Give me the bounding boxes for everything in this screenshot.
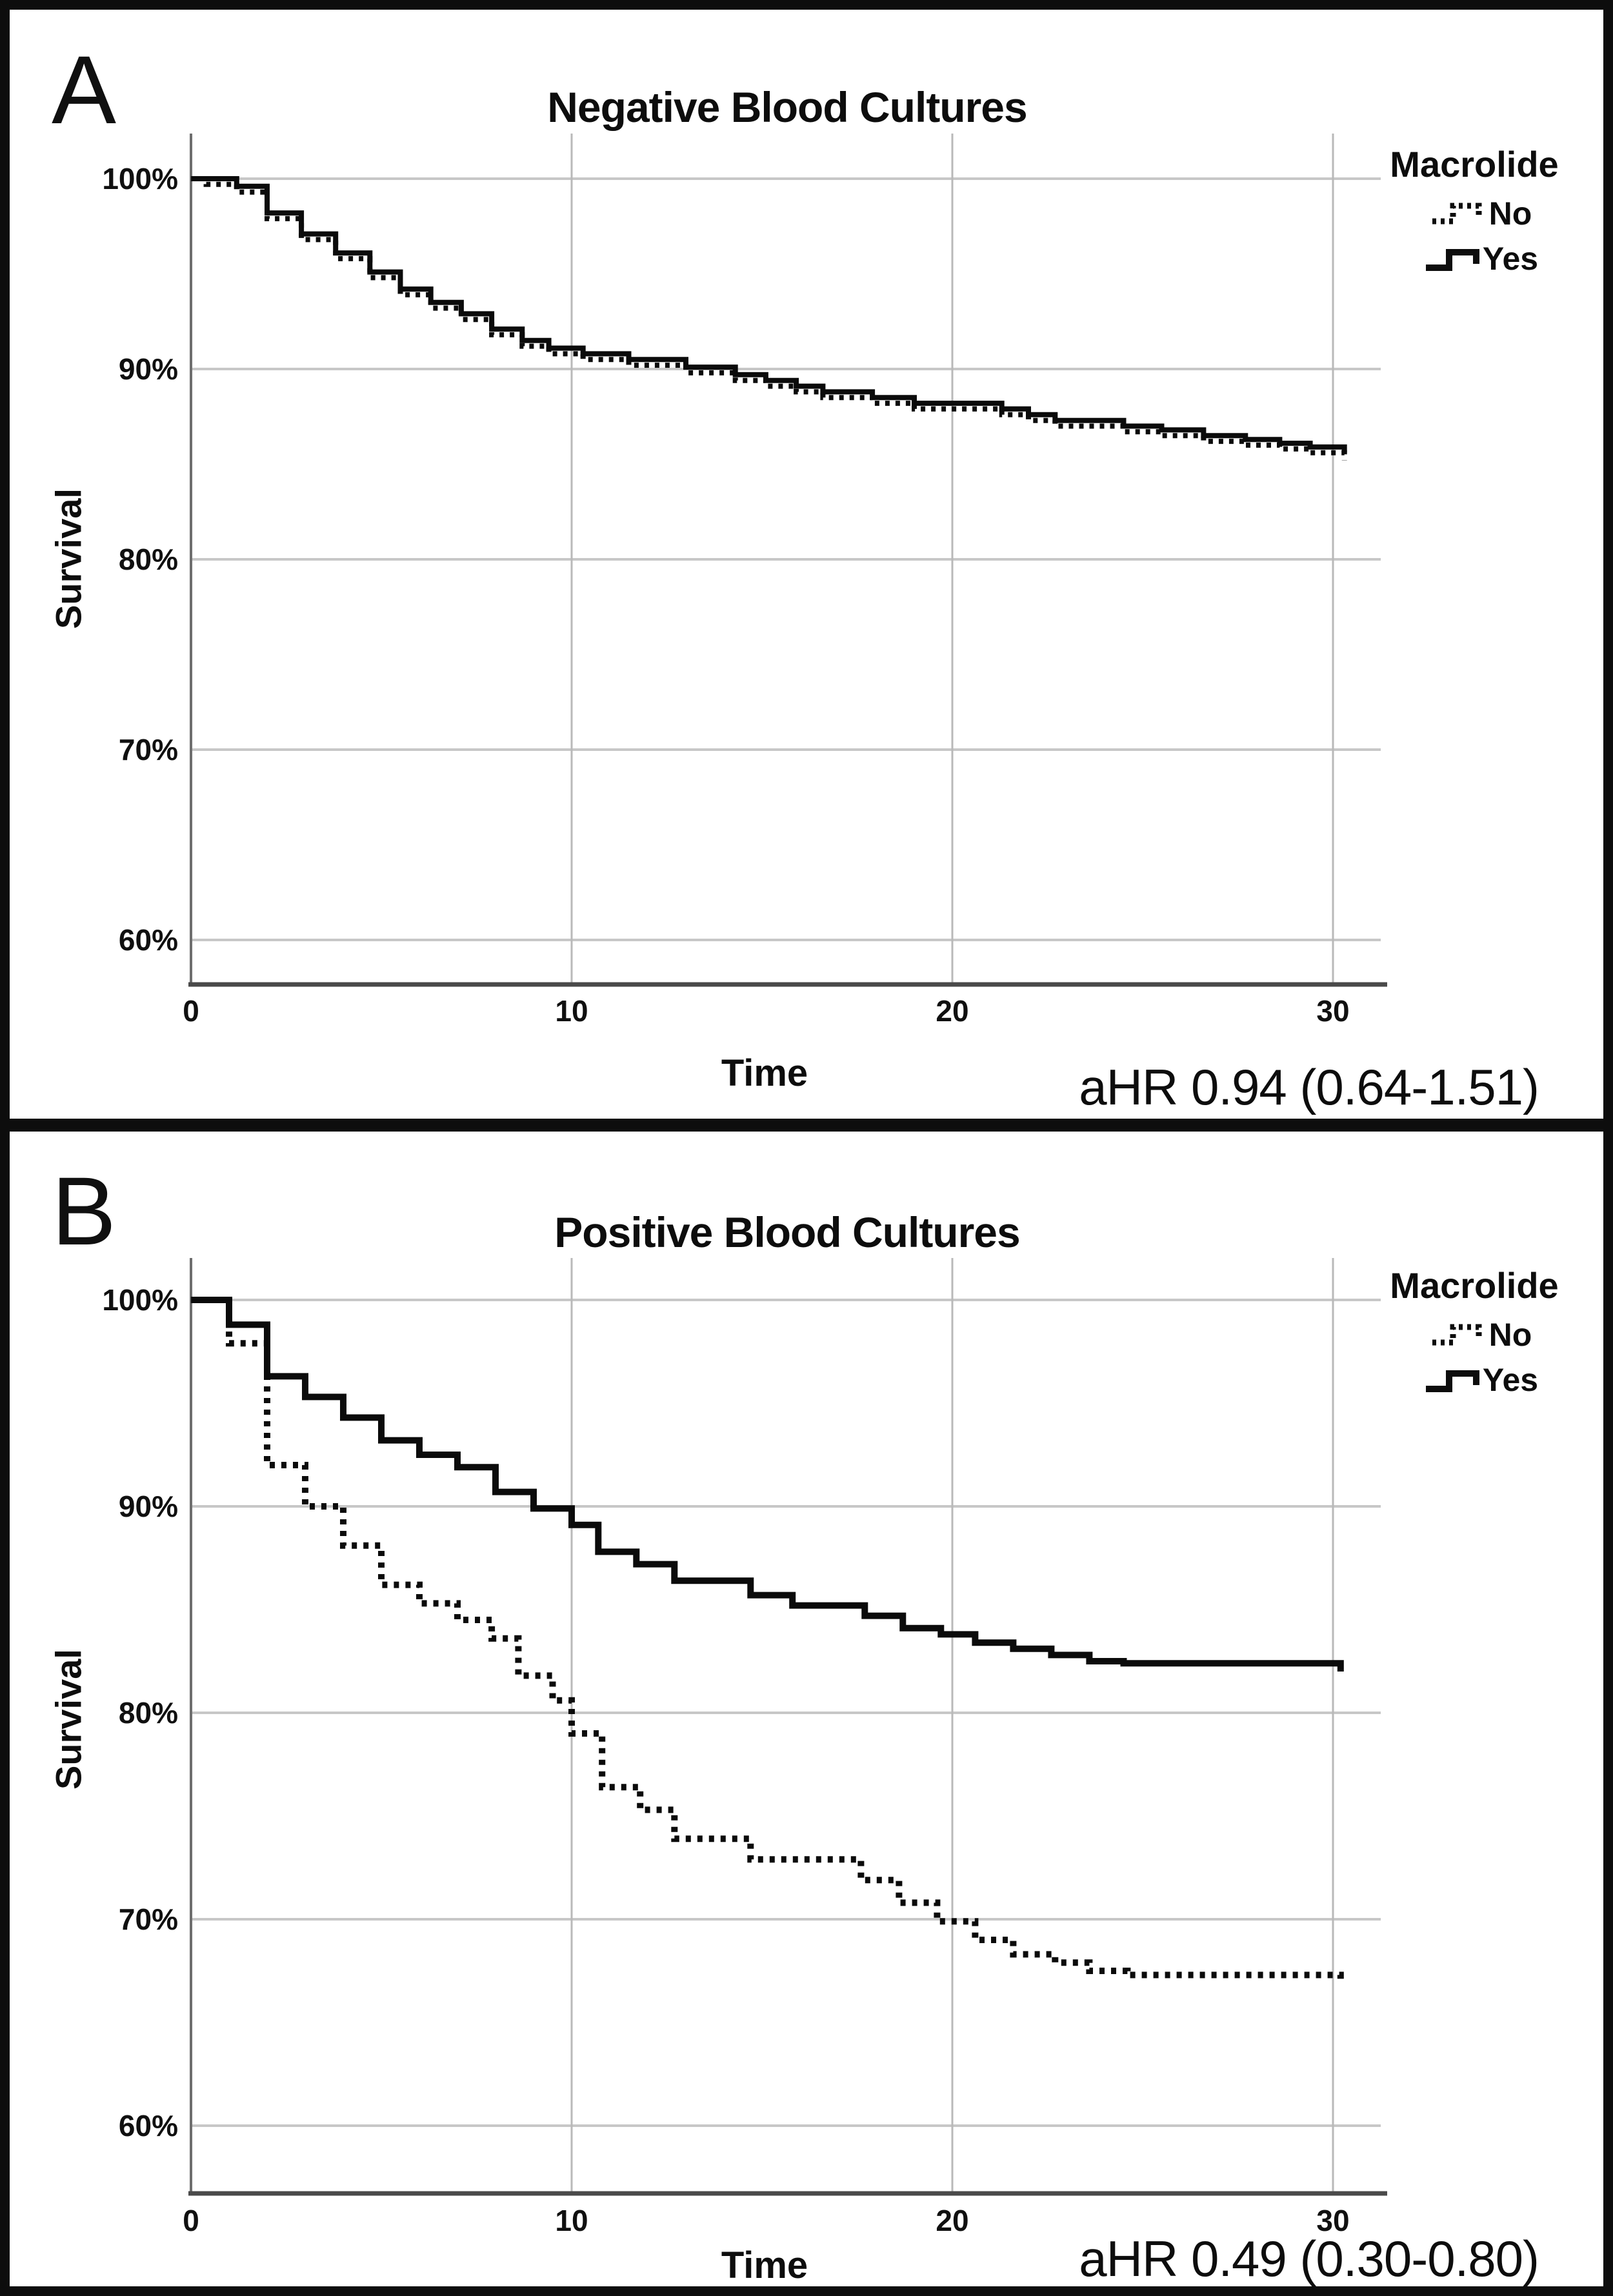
y-tick-label: 70% bbox=[119, 1902, 178, 1936]
km-curve-no bbox=[191, 1297, 1344, 1981]
y-tick-label: 60% bbox=[119, 923, 178, 957]
dotted-step-line-swatch bbox=[1432, 203, 1482, 225]
y-tick-label: 70% bbox=[119, 733, 178, 766]
x-tick-label: 20 bbox=[936, 2204, 968, 2237]
legend-item-yes: Yes bbox=[1381, 1363, 1581, 1397]
legend-item-no: No bbox=[1381, 197, 1581, 230]
x-tick-label: 30 bbox=[1316, 2204, 1349, 2237]
solid-step-line-swatch bbox=[1425, 1370, 1479, 1392]
y-tick-label: 100% bbox=[102, 1283, 178, 1317]
y-tick-label: 90% bbox=[119, 352, 178, 386]
panel-label-a: A bbox=[52, 35, 117, 144]
legend-label-no: No bbox=[1488, 1317, 1532, 1353]
km-plot-negative: 100% 90% 80% 70% 60% 0 10 20 30 bbox=[102, 134, 1387, 1028]
y-tick-label: 100% bbox=[102, 162, 178, 195]
legend-title: Macrolide bbox=[1390, 1265, 1559, 1306]
dotted-step-line-swatch bbox=[1432, 1324, 1482, 1346]
legend-item-no: No bbox=[1381, 1318, 1581, 1352]
legend-b: Macrolide No Yes bbox=[1381, 1264, 1581, 1397]
x-tick-label: 10 bbox=[555, 2204, 588, 2237]
legend-label-no: No bbox=[1488, 195, 1532, 232]
chart-title-positive: Positive Blood Cultures bbox=[554, 1208, 1020, 1256]
x-tick-label: 0 bbox=[183, 2204, 199, 2237]
y-tick-label: 80% bbox=[119, 1696, 178, 1730]
x-tick-label: 30 bbox=[1316, 994, 1349, 1028]
km-curve-yes bbox=[191, 1297, 1344, 1672]
legend-label-yes: Yes bbox=[1482, 1362, 1539, 1398]
panel-label-b: B bbox=[52, 1157, 117, 1265]
hazard-ratio-annotation-b: aHR 0.49 (0.30-0.80) bbox=[1079, 2230, 1539, 2287]
x-tick-label: 10 bbox=[555, 994, 588, 1028]
x-axis-label-b: Time bbox=[721, 2244, 808, 2286]
solid-step-line-swatch bbox=[1425, 249, 1479, 271]
x-axis-label-a: Time bbox=[721, 1052, 808, 1094]
x-tick-label: 0 bbox=[183, 994, 199, 1028]
y-tick-label: 80% bbox=[119, 543, 178, 576]
km-curve-yes bbox=[191, 176, 1347, 453]
x-tick-label: 20 bbox=[936, 994, 968, 1028]
hazard-ratio-annotation-a: aHR 0.94 (0.64-1.51) bbox=[1079, 1059, 1539, 1115]
legend-label-yes: Yes bbox=[1482, 241, 1539, 277]
legend-a: Macrolide No Yes bbox=[1381, 143, 1581, 275]
legend-title: Macrolide bbox=[1390, 144, 1559, 185]
legend-item-yes: Yes bbox=[1381, 242, 1581, 275]
y-tick-label: 90% bbox=[119, 1490, 178, 1523]
y-tick-label: 60% bbox=[119, 2109, 178, 2142]
chart-title-negative: Negative Blood Cultures bbox=[547, 83, 1027, 131]
km-curve-no bbox=[191, 176, 1347, 461]
panel-divider bbox=[0, 1119, 1613, 1132]
